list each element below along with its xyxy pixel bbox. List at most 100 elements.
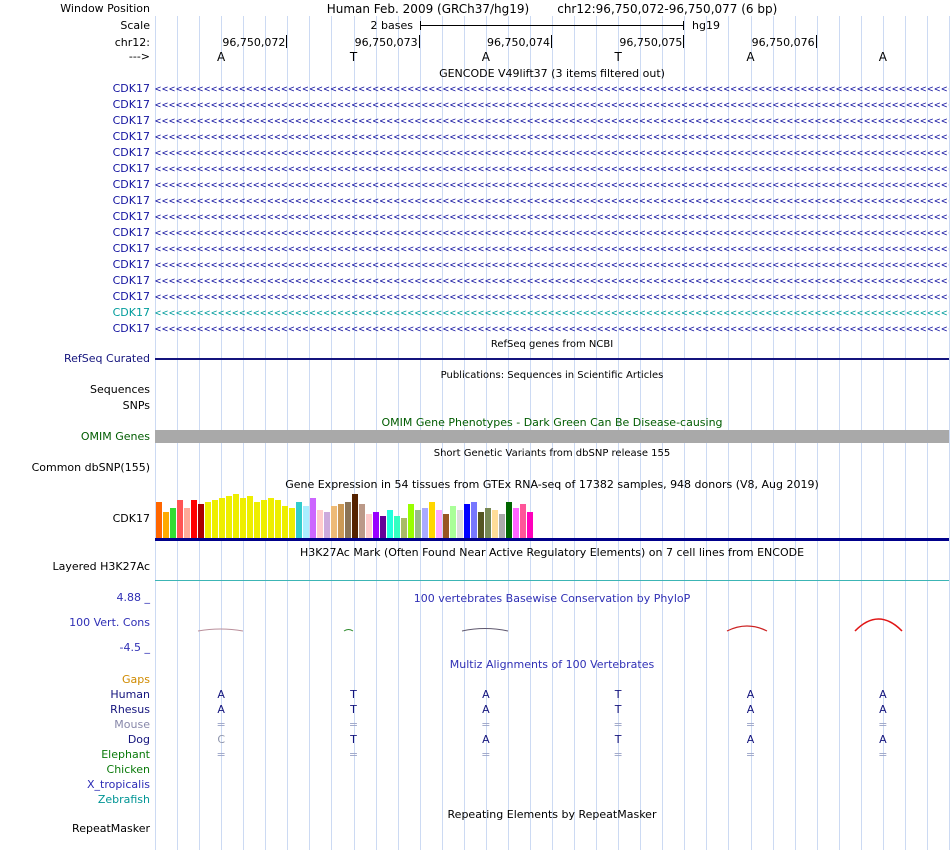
gtex-expression-bar[interactable] xyxy=(359,504,365,538)
transcript-arrow-line[interactable]: <<<<<<<<<<<<<<<<<<<<<<<<<<<<<<<<<<<<<<<<… xyxy=(155,276,949,287)
transcript-arrow-line[interactable]: <<<<<<<<<<<<<<<<<<<<<<<<<<<<<<<<<<<<<<<<… xyxy=(155,180,949,191)
transcript-arrow-line[interactable]: <<<<<<<<<<<<<<<<<<<<<<<<<<<<<<<<<<<<<<<<… xyxy=(155,116,949,127)
snps-label[interactable]: SNPs xyxy=(122,399,150,412)
refseq-curated-label[interactable]: RefSeq Curated xyxy=(64,352,150,365)
transcript-arrow-line[interactable]: <<<<<<<<<<<<<<<<<<<<<<<<<<<<<<<<<<<<<<<<… xyxy=(155,196,949,207)
gtex-expression-bar[interactable] xyxy=(177,500,183,538)
gtex-expression-bar[interactable] xyxy=(163,512,169,538)
transcript-arrow-line[interactable]: <<<<<<<<<<<<<<<<<<<<<<<<<<<<<<<<<<<<<<<<… xyxy=(155,292,949,303)
transcript-arrow-line[interactable]: <<<<<<<<<<<<<<<<<<<<<<<<<<<<<<<<<<<<<<<<… xyxy=(155,212,949,223)
gtex-expression-bar[interactable] xyxy=(373,512,379,538)
gene-label-cdk17[interactable]: CDK17 xyxy=(112,98,150,111)
gtex-expression-bar[interactable] xyxy=(485,508,491,538)
gtex-gene-label[interactable]: CDK17 xyxy=(112,512,150,525)
gtex-expression-bar[interactable] xyxy=(317,510,323,538)
gtex-expression-bar[interactable] xyxy=(240,498,246,538)
gtex-expression-bar[interactable] xyxy=(338,504,344,538)
gtex-expression-bar[interactable] xyxy=(345,502,351,538)
gtex-expression-bar[interactable] xyxy=(198,504,204,538)
gtex-expression-bar[interactable] xyxy=(422,508,428,538)
gtex-expression-bar[interactable] xyxy=(233,494,239,538)
gtex-expression-bar[interactable] xyxy=(513,508,519,538)
gene-label-cdk17[interactable]: CDK17 xyxy=(112,178,150,191)
gene-label-cdk17[interactable]: CDK17 xyxy=(112,258,150,271)
gtex-expression-bar[interactable] xyxy=(394,516,400,538)
phylop-mark[interactable] xyxy=(854,618,903,632)
species-label-human[interactable]: Human xyxy=(110,688,150,701)
sequences-label[interactable]: Sequences xyxy=(90,383,150,396)
gene-label-cdk17[interactable]: CDK17 xyxy=(112,162,150,175)
gtex-expression-bar[interactable] xyxy=(226,496,232,538)
gtex-baseline[interactable] xyxy=(155,538,949,541)
phylop-label[interactable]: 100 Vert. Cons xyxy=(69,616,150,629)
gtex-expression-bar[interactable] xyxy=(408,504,414,538)
gtex-expression-bar[interactable] xyxy=(184,508,190,538)
omim-gene-bar[interactable] xyxy=(155,430,949,443)
phylop-mark[interactable] xyxy=(461,628,509,632)
species-label-x_tropicalis[interactable]: X_tropicalis xyxy=(86,778,150,791)
phylop-mark[interactable] xyxy=(197,628,244,632)
transcript-arrow-line[interactable]: <<<<<<<<<<<<<<<<<<<<<<<<<<<<<<<<<<<<<<<<… xyxy=(155,164,949,175)
gene-label-cdk17[interactable]: CDK17 xyxy=(112,82,150,95)
gtex-expression-bar[interactable] xyxy=(275,500,281,538)
h3k27ac-label[interactable]: Layered H3K27Ac xyxy=(52,560,150,573)
gene-label-cdk17[interactable]: CDK17 xyxy=(112,274,150,287)
gene-label-cdk17[interactable]: CDK17 xyxy=(112,226,150,239)
gtex-expression-bar[interactable] xyxy=(443,514,449,538)
gtex-expression-bar[interactable] xyxy=(170,508,176,538)
gtex-expression-bar[interactable] xyxy=(205,502,211,538)
transcript-arrow-line[interactable]: <<<<<<<<<<<<<<<<<<<<<<<<<<<<<<<<<<<<<<<<… xyxy=(155,148,949,159)
phylop-signal[interactable] xyxy=(0,595,950,655)
gtex-expression-bar[interactable] xyxy=(261,500,267,538)
gtex-expression-bar[interactable] xyxy=(520,504,526,538)
gtex-expression-bar[interactable] xyxy=(289,508,295,538)
species-label-gaps[interactable]: Gaps xyxy=(122,673,150,686)
species-label-zebrafish[interactable]: Zebrafish xyxy=(97,793,150,806)
phylop-mark[interactable] xyxy=(343,629,354,632)
gtex-expression-bar[interactable] xyxy=(457,510,463,538)
dbsnp-label[interactable]: Common dbSNP(155) xyxy=(31,461,150,474)
transcript-arrow-line[interactable]: <<<<<<<<<<<<<<<<<<<<<<<<<<<<<<<<<<<<<<<<… xyxy=(155,84,949,95)
species-label-dog[interactable]: Dog xyxy=(127,733,150,746)
gene-label-cdk17[interactable]: CDK17 xyxy=(112,242,150,255)
gtex-expression-bar[interactable] xyxy=(303,506,309,538)
gtex-expression-bar[interactable] xyxy=(471,502,477,538)
gene-label-cdk17[interactable]: CDK17 xyxy=(112,130,150,143)
gtex-expression-bar[interactable] xyxy=(464,504,470,538)
gene-label-cdk17[interactable]: CDK17 xyxy=(112,322,150,335)
gtex-expression-bar[interactable] xyxy=(527,512,533,538)
gtex-expression-bar[interactable] xyxy=(450,506,456,538)
gene-label-cdk17[interactable]: CDK17 xyxy=(112,194,150,207)
gene-label-cdk17[interactable]: CDK17 xyxy=(112,290,150,303)
gtex-expression-bar[interactable] xyxy=(254,502,260,538)
refseq-gene-line[interactable] xyxy=(155,358,949,360)
gtex-expression-bar[interactable] xyxy=(352,494,358,538)
gtex-expression-bar[interactable] xyxy=(436,510,442,538)
gtex-expression-bar[interactable] xyxy=(324,512,330,538)
gtex-expression-bar[interactable] xyxy=(429,502,435,538)
gene-label-cdk17[interactable]: CDK17 xyxy=(112,210,150,223)
species-label-mouse[interactable]: Mouse xyxy=(114,718,150,731)
omim-genes-label[interactable]: OMIM Genes xyxy=(80,430,150,443)
gtex-expression-bar[interactable] xyxy=(219,498,225,538)
gene-label-cdk17[interactable]: CDK17 xyxy=(112,306,150,319)
transcript-arrow-line[interactable]: <<<<<<<<<<<<<<<<<<<<<<<<<<<<<<<<<<<<<<<<… xyxy=(155,260,949,271)
gene-label-cdk17[interactable]: CDK17 xyxy=(112,146,150,159)
gtex-expression-bar[interactable] xyxy=(212,500,218,538)
transcript-arrow-line[interactable]: <<<<<<<<<<<<<<<<<<<<<<<<<<<<<<<<<<<<<<<<… xyxy=(155,228,949,239)
transcript-arrow-line[interactable]: <<<<<<<<<<<<<<<<<<<<<<<<<<<<<<<<<<<<<<<<… xyxy=(155,244,949,255)
gtex-expression-bar[interactable] xyxy=(492,510,498,538)
gtex-expression-bar[interactable] xyxy=(401,518,407,538)
transcript-arrow-line[interactable]: <<<<<<<<<<<<<<<<<<<<<<<<<<<<<<<<<<<<<<<<… xyxy=(155,308,949,319)
transcript-arrow-line[interactable]: <<<<<<<<<<<<<<<<<<<<<<<<<<<<<<<<<<<<<<<<… xyxy=(155,324,949,335)
species-label-elephant[interactable]: Elephant xyxy=(101,748,150,761)
gtex-expression-bar[interactable] xyxy=(387,510,393,538)
gtex-expression-bar[interactable] xyxy=(366,514,372,538)
species-label-rhesus[interactable]: Rhesus xyxy=(110,703,150,716)
species-label-chicken[interactable]: Chicken xyxy=(106,763,150,776)
gtex-expression-bar[interactable] xyxy=(247,496,253,538)
gtex-expression-bar[interactable] xyxy=(478,512,484,538)
gtex-expression-bar[interactable] xyxy=(499,514,505,538)
gtex-expression-bar[interactable] xyxy=(296,502,302,538)
phylop-mark[interactable] xyxy=(726,625,768,632)
